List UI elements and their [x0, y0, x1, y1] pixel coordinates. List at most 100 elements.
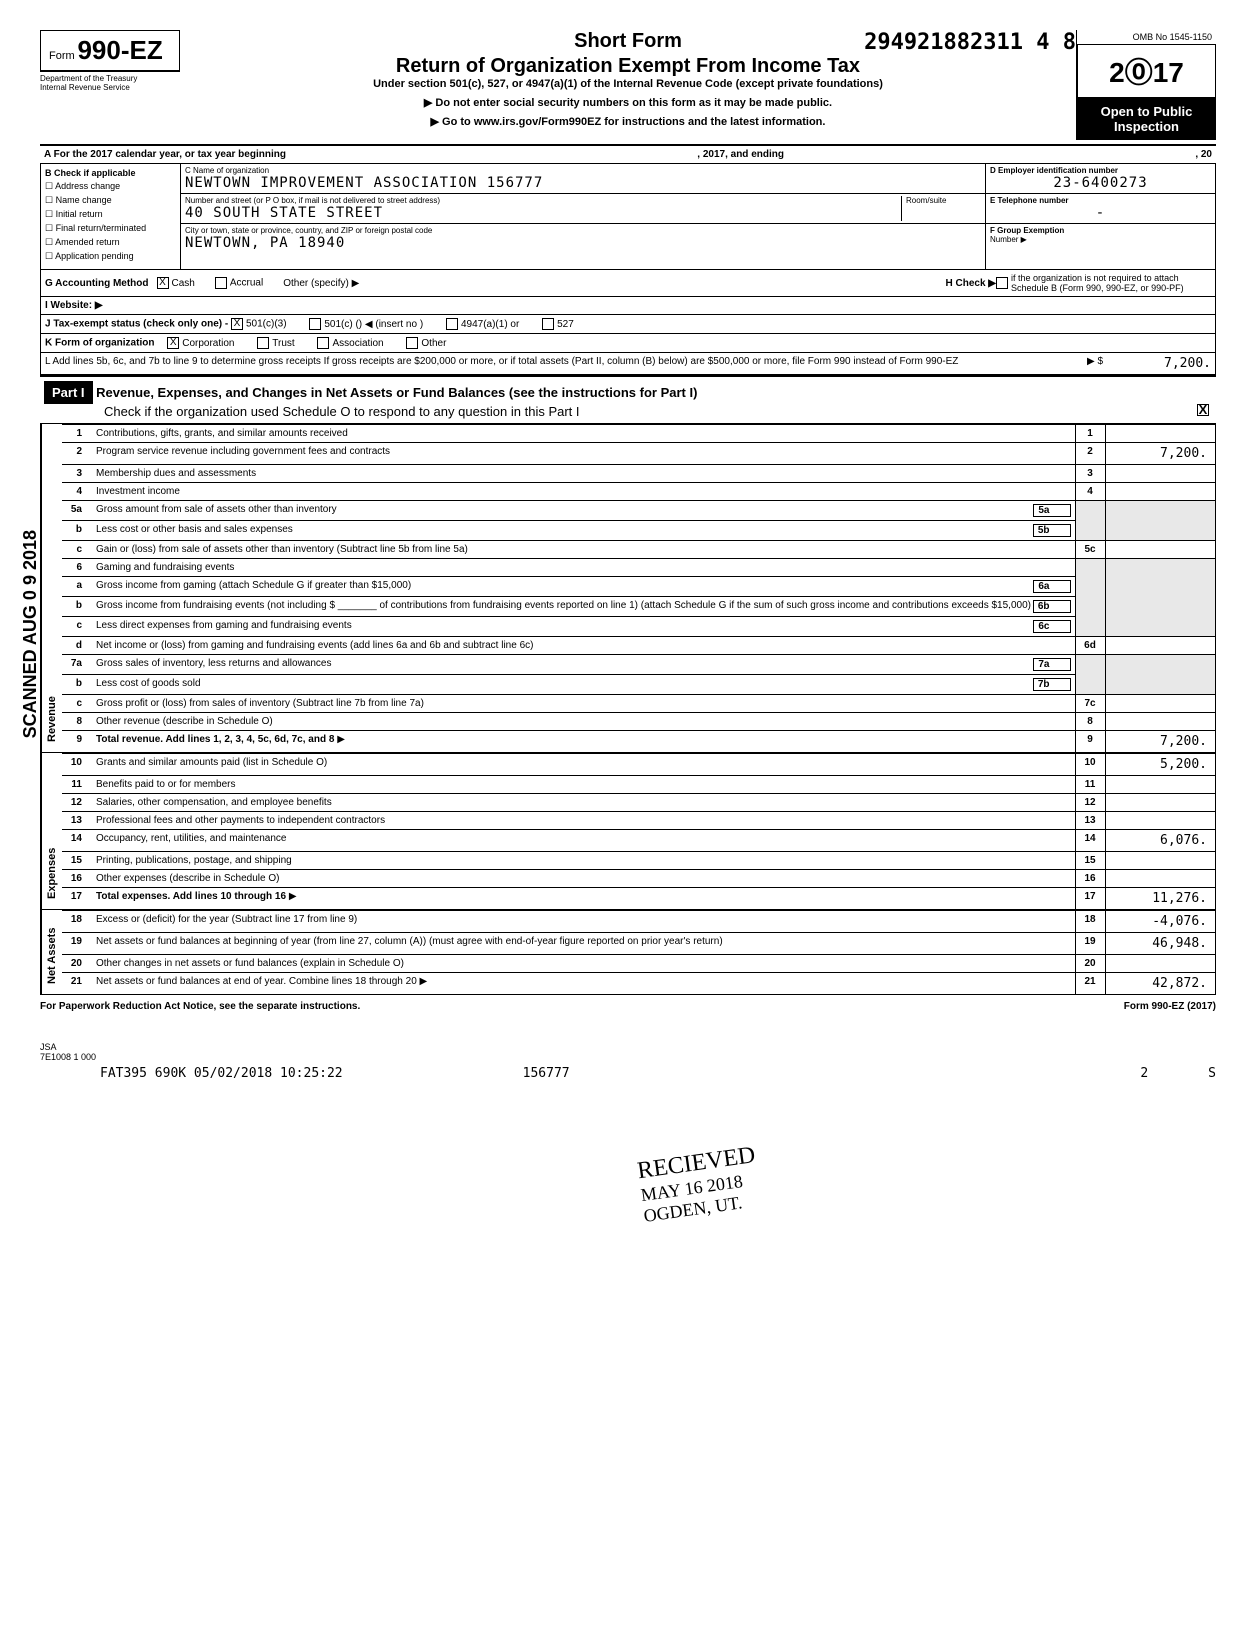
open-public-badge: Open to Public Inspection	[1077, 98, 1216, 140]
cb-501c3[interactable]: X	[231, 318, 243, 330]
b-label: B Check if applicable	[45, 168, 176, 178]
netassets-section: Net Assets 18Excess or (deficit) for the…	[40, 910, 1216, 995]
line-12-amt	[1105, 794, 1215, 812]
cb-initial-return[interactable]: Initial return	[45, 209, 176, 220]
line-15-text: Printing, publications, postage, and shi…	[92, 852, 1075, 870]
g-cash: Cash	[172, 278, 195, 289]
footer-row: For Paperwork Reduction Act Notice, see …	[40, 1001, 1216, 1012]
paperwork-notice: For Paperwork Reduction Act Notice, see …	[40, 1001, 360, 1012]
h-label: H Check ▶	[946, 278, 996, 289]
form-number: 990-EZ	[77, 35, 162, 65]
line-7c-amt	[1105, 695, 1215, 713]
expenses-label: Expenses	[41, 753, 62, 909]
line-17-amt: 11,276.	[1105, 888, 1215, 910]
cb-501c[interactable]	[309, 318, 321, 330]
cb-corp[interactable]: X	[167, 337, 179, 349]
street-value: 40 SOUTH STATE STREET	[185, 205, 901, 221]
line-1-text: Contributions, gifts, grants, and simila…	[92, 425, 1075, 443]
cb-assoc[interactable]	[317, 337, 329, 349]
line-4-amt	[1105, 483, 1215, 501]
line-20-text: Other changes in net assets or fund bala…	[92, 955, 1075, 973]
line-6d-amt	[1105, 637, 1215, 655]
line-j: J Tax-exempt status (check only one) - X…	[40, 315, 1216, 334]
street-row: Number and street (or P O box, if mail i…	[181, 194, 985, 224]
line-3-text: Membership dues and assessments	[92, 465, 1075, 483]
main-title: Return of Organization Exempt From Incom…	[190, 55, 1066, 78]
part1-label: Part I	[44, 381, 93, 404]
line-a: A For the 2017 calendar year, or tax yea…	[40, 144, 1216, 163]
city-value: NEWTOWN, PA 18940	[185, 235, 981, 251]
line-3-amt	[1105, 465, 1215, 483]
line-16-text: Other expenses (describe in Schedule O)	[92, 870, 1075, 888]
received-stamp: RECIEVED MAY 16 2018 OGDEN, UT.	[636, 1142, 763, 1227]
line-17-text: Total expenses. Add lines 10 through 16	[96, 891, 286, 902]
l-text: L Add lines 5b, 6c, and 7b to line 9 to …	[45, 356, 1079, 371]
form-page: SCANNED AUG 0 9 2018 294921882311 4 8 Fo…	[40, 30, 1216, 1081]
e-label: E Telephone number	[990, 196, 1211, 205]
line-6a-text: Gross income from gaming (attach Schedul…	[96, 580, 411, 591]
cb-trust[interactable]	[257, 337, 269, 349]
form-prefix: Form	[49, 50, 75, 62]
jsa-code: 7E1008 1 000	[40, 1052, 1216, 1062]
cb-final-return[interactable]: Final return/terminated	[45, 223, 176, 234]
j-501c3: 501(c)(3)	[246, 319, 287, 330]
k-corp: Corporation	[182, 338, 234, 349]
line-8-text: Other revenue (describe in Schedule O)	[92, 713, 1075, 731]
line-18-text: Excess or (deficit) for the year (Subtra…	[92, 911, 1075, 933]
bottom-line: FAT395 690K 05/02/2018 10:25:22	[100, 1066, 343, 1081]
cb-other-org[interactable]	[406, 337, 418, 349]
cb-cash[interactable]: X	[157, 277, 169, 289]
cb-accrual[interactable]	[215, 277, 227, 289]
e-phone-row: E Telephone number -	[986, 194, 1215, 224]
cb-pending[interactable]: Application pending	[45, 251, 176, 262]
revenue-lines: 1Contributions, gifts, grants, and simil…	[62, 424, 1215, 752]
line-18-amt: -4,076.	[1105, 911, 1215, 933]
line-8-amt	[1105, 713, 1215, 731]
bottom-row: FAT395 690K 05/02/2018 10:25:22 156777 2…	[40, 1066, 1216, 1081]
cb-4947[interactable]	[446, 318, 458, 330]
j-4947: 4947(a)(1) or	[461, 319, 519, 330]
h-text: if the organization is not required to a…	[1011, 273, 1211, 293]
col-de: D Employer identification number 23-6400…	[985, 164, 1215, 269]
cb-amended[interactable]: Amended return	[45, 237, 176, 248]
line-a-end: , 20	[1195, 149, 1212, 160]
line-g: G Accounting Method XCash Accrual Other …	[40, 270, 1216, 297]
form-footer: Form 990-EZ (2017)	[1124, 1001, 1216, 1012]
expenses-section: Expenses 10Grants and similar amounts pa…	[40, 753, 1216, 910]
line-6c-text: Less direct expenses from gaming and fun…	[96, 620, 352, 631]
warning-ssn: ▶ Do not enter social security numbers o…	[190, 96, 1066, 109]
tax-year: 2⓪17	[1077, 44, 1216, 98]
line-13-text: Professional fees and other payments to …	[92, 812, 1075, 830]
g-other: Other (specify) ▶	[283, 278, 359, 289]
netassets-label: Net Assets	[41, 910, 62, 994]
line-2-amt: 7,200.	[1105, 443, 1215, 465]
cb-527[interactable]	[542, 318, 554, 330]
line-5c-text: Gain or (loss) from sale of assets other…	[92, 541, 1075, 559]
line-9-amt: 7,200.	[1105, 731, 1215, 753]
dln-number: 294921882311 4 8	[864, 30, 1076, 55]
warning-url: ▶ Go to www.irs.gov/Form990EZ for instru…	[190, 115, 1066, 128]
line-i: I Website: ▶	[40, 297, 1216, 315]
line-7b-text: Less cost of goods sold	[96, 678, 201, 689]
f-group-row: F Group Exemption Number ▶	[986, 224, 1215, 246]
line-1-amt	[1105, 425, 1215, 443]
cb-h[interactable]	[996, 277, 1008, 289]
room-label: Room/suite	[906, 196, 981, 205]
bottom-mid: 156777	[523, 1066, 570, 1081]
ein-value: 23-6400273	[990, 175, 1211, 191]
addr-label: Number and street (or P O box, if mail i…	[185, 196, 901, 205]
cb-name-change[interactable]: Name change	[45, 195, 176, 206]
cb-address-change[interactable]: Address change	[45, 181, 176, 192]
line-l: L Add lines 5b, 6c, and 7b to line 9 to …	[40, 353, 1216, 375]
form-number-box: Form 990-EZ	[40, 30, 180, 71]
line-5a-text: Gross amount from sale of assets other t…	[96, 504, 337, 515]
line-11-amt	[1105, 776, 1215, 794]
cb-schedule-o[interactable]: X	[1197, 404, 1209, 416]
c-label: C Name of organization	[185, 166, 981, 175]
line-12-text: Salaries, other compensation, and employ…	[92, 794, 1075, 812]
line-9-text: Total revenue. Add lines 1, 2, 3, 4, 5c,…	[96, 734, 334, 745]
line-15-amt	[1105, 852, 1215, 870]
k-other: Other	[421, 338, 446, 349]
j-insert: ) ◀ (insert no )	[359, 319, 423, 330]
omb-number: OMB No 1545-1150	[1077, 30, 1216, 44]
